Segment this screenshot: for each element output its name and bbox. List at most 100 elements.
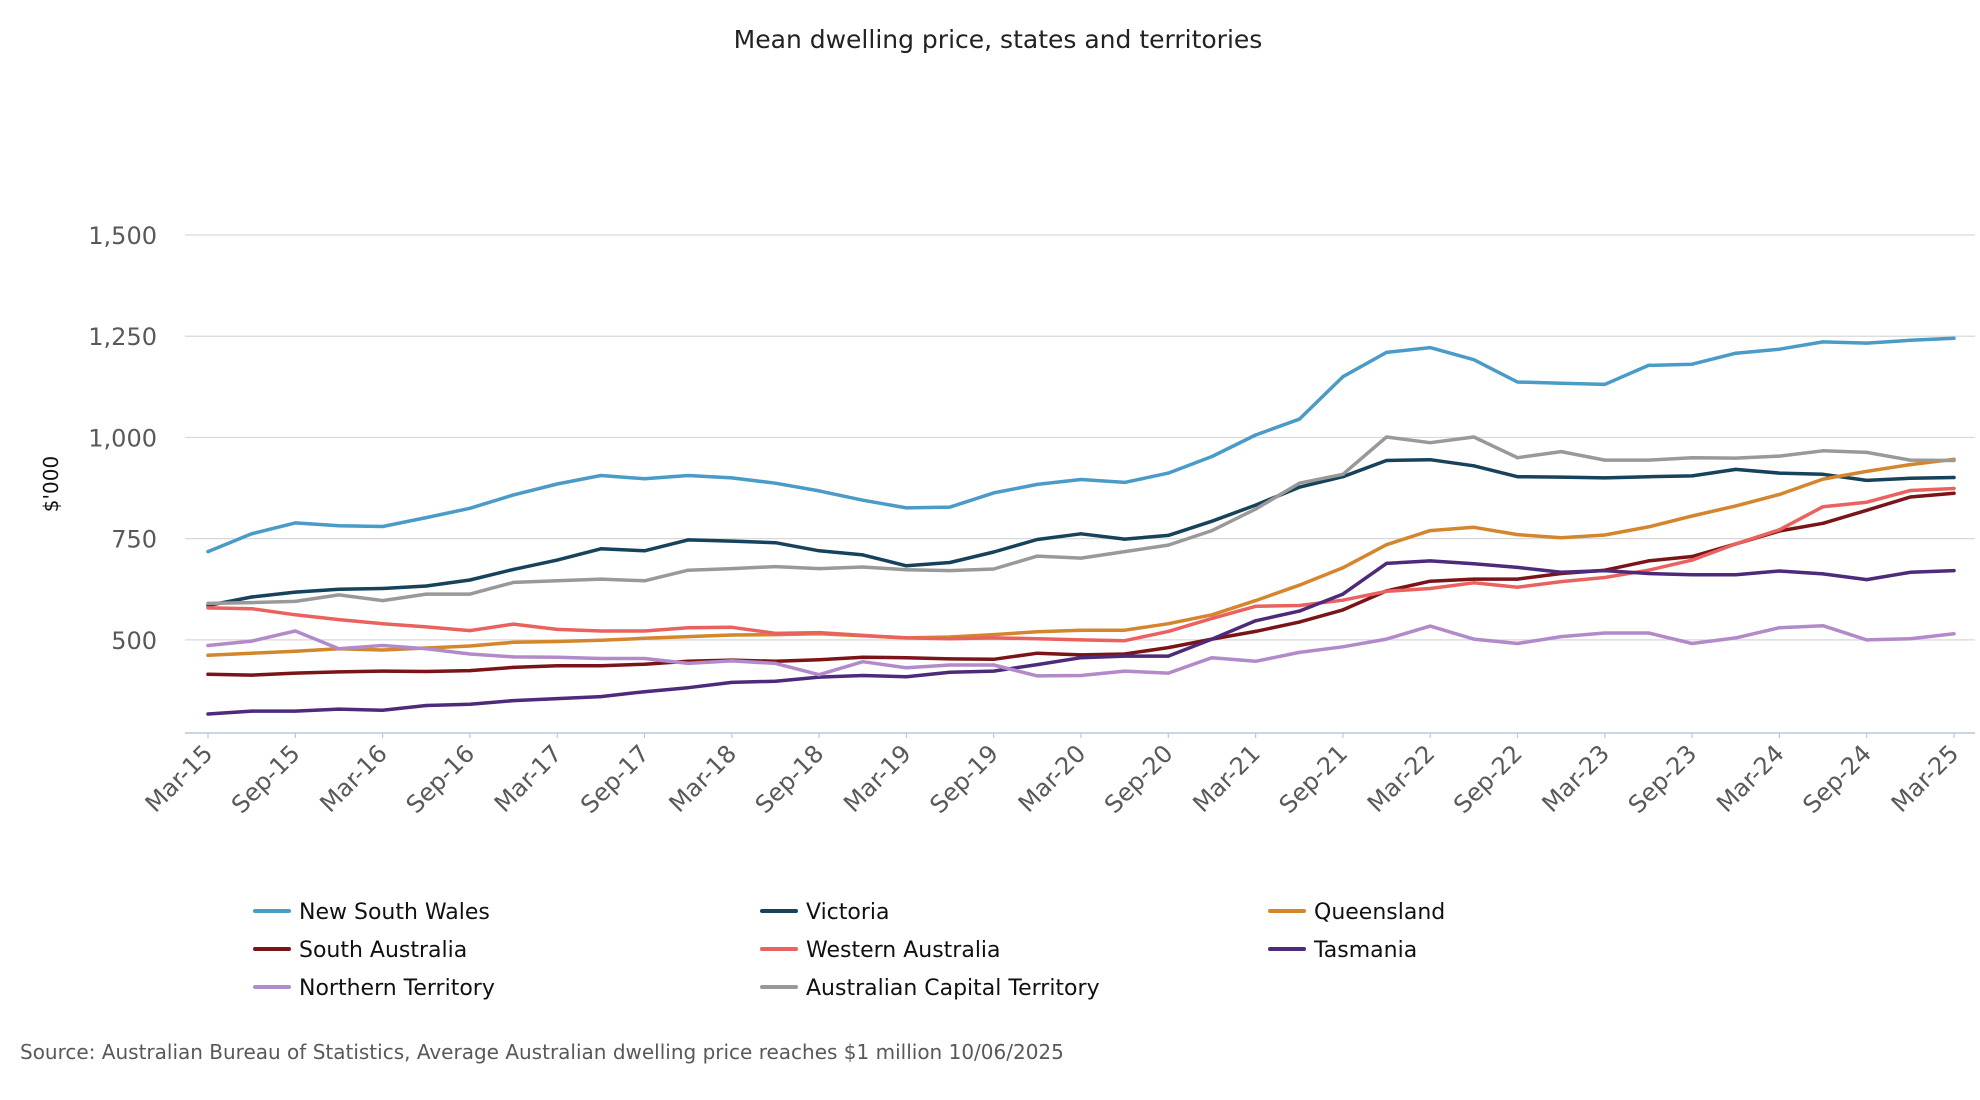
data-point [555, 482, 559, 486]
data-point [1297, 485, 1301, 489]
data-point [1690, 554, 1694, 559]
data-point [817, 489, 821, 493]
data-point [1341, 566, 1345, 570]
x-tick-label: Sep-24 [1797, 739, 1877, 819]
data-point [730, 659, 734, 663]
x-tick-label: Sep-21 [1274, 739, 1354, 819]
data-point [642, 656, 647, 661]
data-point [1777, 528, 1781, 532]
data-point [1646, 475, 1651, 479]
data-point [773, 541, 778, 545]
data-point [1734, 542, 1738, 546]
data-point [861, 633, 865, 638]
data-point [381, 648, 385, 652]
data-point [1254, 507, 1258, 511]
data-point [511, 567, 516, 572]
data-point [948, 569, 952, 573]
data-point [1384, 561, 1389, 566]
data-point [1515, 475, 1520, 479]
data-point [1952, 458, 1956, 463]
data-point [1603, 533, 1607, 537]
data-point [992, 669, 996, 673]
data-point [381, 622, 385, 626]
legend-item-tasmania: Tasmania [1268, 938, 1417, 963]
data-point [468, 629, 472, 633]
data-point [1777, 492, 1781, 497]
legend-label: New South Wales [299, 900, 490, 925]
data-point [1646, 568, 1651, 572]
data-point [468, 669, 472, 673]
data-point [293, 709, 297, 713]
data-point [1690, 474, 1694, 478]
data-point [686, 661, 690, 666]
data-point [1384, 458, 1389, 463]
data-point [1690, 558, 1694, 562]
data-point [773, 481, 778, 485]
x-tick-label: Mar-19 [838, 739, 916, 817]
series-new-south-wales [206, 336, 1956, 554]
series-northern-territory [206, 623, 1956, 678]
data-point [424, 516, 428, 520]
data-point [904, 656, 909, 660]
data-point [555, 664, 559, 668]
data-point [1035, 674, 1039, 678]
y-tick-label: 1,500 [88, 222, 157, 250]
data-point [1254, 599, 1258, 603]
data-point [1079, 532, 1083, 536]
data-point [1734, 573, 1738, 577]
data-point [861, 673, 865, 678]
data-point [1777, 471, 1781, 475]
data-point [1254, 629, 1258, 634]
x-tick-label: Mar-24 [1711, 739, 1789, 817]
x-tick-label: Mar-18 [664, 739, 742, 817]
data-point [250, 601, 254, 605]
data-point [1603, 458, 1607, 462]
data-point [1341, 592, 1345, 596]
data-point [511, 665, 516, 670]
data-point [1341, 472, 1345, 476]
data-point [1821, 521, 1825, 525]
data-point [1254, 659, 1258, 663]
series-line-tasmania [206, 559, 1956, 716]
data-point [1515, 565, 1520, 570]
data-point [250, 607, 254, 611]
data-point [686, 473, 690, 478]
data-point [1734, 456, 1738, 460]
data-point [1908, 495, 1912, 499]
data-point [642, 662, 647, 666]
data-point [1952, 632, 1956, 636]
data-point [1777, 569, 1781, 573]
y-axis-ticks: 500 750 1,000 1,250 1,500 [88, 222, 157, 655]
data-point [1428, 624, 1432, 628]
data-point [1515, 533, 1520, 537]
data-point [555, 639, 559, 644]
data-point [948, 505, 952, 509]
data-point [1254, 619, 1258, 623]
data-point [1690, 456, 1694, 460]
data-point [468, 578, 472, 582]
data-point [1166, 629, 1170, 634]
data-point [1079, 556, 1083, 560]
data-point [686, 626, 690, 630]
data-point [424, 584, 428, 588]
data-point [511, 493, 516, 497]
data-point [730, 680, 734, 685]
line-chart: Mean dwelling price, states and territor… [39, 25, 1975, 1001]
data-point [1865, 450, 1869, 454]
data-point [599, 577, 603, 581]
x-axis-ticks: Mar-15 Sep-15 Mar-16 Sep-16 Mar-17 Sep-17 Mar-… [140, 733, 1964, 819]
data-point [206, 606, 210, 610]
data-point [381, 708, 385, 712]
data-point [1035, 630, 1039, 634]
data-point [642, 579, 647, 583]
x-tick-label: Mar-22 [1362, 739, 1440, 817]
data-point [206, 672, 210, 676]
data-point [992, 567, 996, 571]
data-point [337, 707, 341, 711]
data-point [1472, 435, 1476, 439]
data-point [1341, 645, 1345, 649]
data-point [337, 587, 341, 591]
y-axis-label: $'000 [39, 456, 63, 512]
data-point [1166, 471, 1170, 475]
data-point [992, 633, 996, 637]
